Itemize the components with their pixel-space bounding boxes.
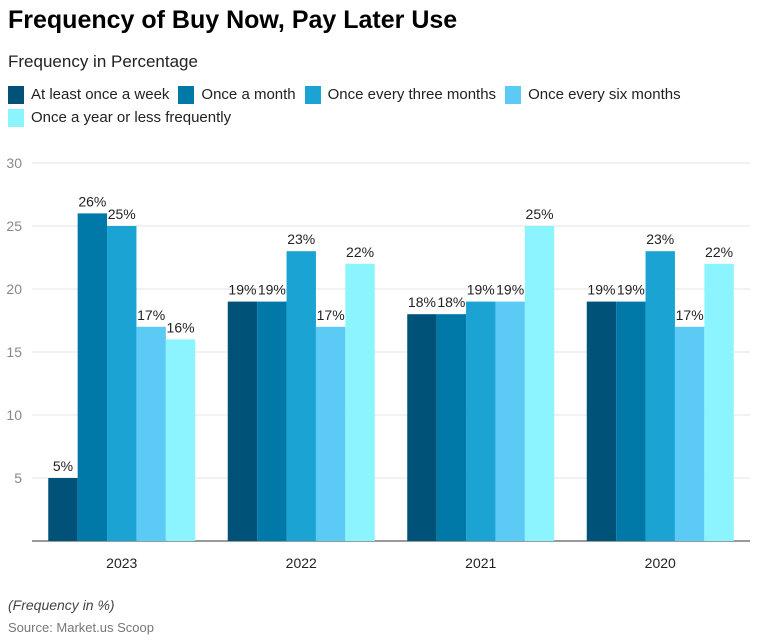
data-label: 19% <box>496 282 524 298</box>
data-label: 17% <box>676 307 704 323</box>
bar <box>136 326 166 541</box>
legend-label: Once a year or less frequently <box>31 109 232 126</box>
y-tick-label: 25 <box>6 218 22 234</box>
legend-item: At least once a week <box>8 85 169 104</box>
legend: At least once a week Once a month Once eve… <box>8 85 748 127</box>
bar <box>645 251 675 541</box>
legend-swatch <box>304 85 321 104</box>
y-tick-label: 5 <box>14 470 22 486</box>
data-label: 26% <box>78 193 106 209</box>
bar <box>227 301 258 541</box>
chart-title: Frequency of Buy Now, Pay Later Use <box>8 6 458 34</box>
chart-note: (Frequency in %) <box>8 597 115 613</box>
bar <box>257 301 287 541</box>
bar <box>407 314 437 541</box>
bar <box>107 226 137 541</box>
legend-item: Once a month <box>178 85 296 104</box>
x-tick-label: 2023 <box>106 555 137 571</box>
x-tick-label: 2021 <box>465 555 496 571</box>
data-label: 22% <box>346 244 374 260</box>
bar <box>77 213 108 541</box>
data-label: 17% <box>317 307 345 323</box>
bar <box>466 301 496 541</box>
y-tick-label: 15 <box>6 344 22 360</box>
bar <box>436 314 467 541</box>
legend-item: Once every three months <box>304 85 497 104</box>
bar <box>48 478 78 541</box>
data-label: 19% <box>617 282 645 298</box>
bar <box>616 301 646 541</box>
legend-item: Once a year or less frequently <box>8 108 231 127</box>
data-label: 18% <box>437 294 465 310</box>
bar <box>524 226 555 541</box>
bar <box>315 326 346 541</box>
bar <box>674 326 705 541</box>
x-tick-label: 2020 <box>645 555 676 571</box>
data-label: 25% <box>108 206 136 222</box>
bar <box>345 263 375 541</box>
bar <box>165 339 196 541</box>
legend-label: Once every three months <box>327 86 497 103</box>
data-label: 5% <box>53 458 73 474</box>
legend-label: Once a month <box>201 86 296 103</box>
data-label: 19% <box>587 282 615 298</box>
bar <box>286 251 316 541</box>
data-label: 16% <box>167 319 195 335</box>
chart-source: Source: Market.us Scoop <box>8 620 154 635</box>
data-label: 22% <box>705 244 733 260</box>
data-label: 19% <box>467 282 495 298</box>
legend-label: Once every six months <box>528 86 681 103</box>
data-label: 25% <box>526 206 554 222</box>
legend-label: At least once a week <box>31 86 170 103</box>
data-label: 19% <box>258 282 286 298</box>
y-tick-label: 10 <box>6 407 22 423</box>
legend-swatch <box>505 85 522 104</box>
legend-swatch <box>8 108 24 127</box>
bar <box>586 301 617 541</box>
data-label: 23% <box>287 231 315 247</box>
y-tick-label: 30 <box>6 155 22 171</box>
data-label: 23% <box>646 231 674 247</box>
legend-item: Once every six months <box>505 85 681 104</box>
bar <box>495 301 525 541</box>
bar <box>704 263 734 541</box>
data-label: 18% <box>408 294 436 310</box>
y-tick-label: 20 <box>6 281 22 297</box>
legend-swatch <box>178 85 195 104</box>
data-label: 19% <box>228 282 256 298</box>
legend-swatch <box>8 85 24 104</box>
chart-subtitle: Frequency in Percentage <box>8 52 198 71</box>
x-tick-label: 2022 <box>286 555 317 571</box>
data-label: 17% <box>137 307 165 323</box>
